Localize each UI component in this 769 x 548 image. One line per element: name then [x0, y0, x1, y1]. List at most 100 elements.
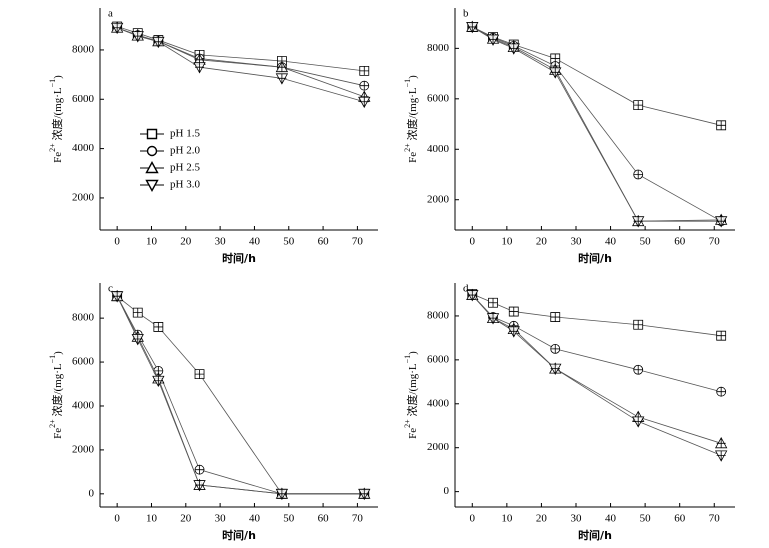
marker — [550, 312, 561, 322]
x-tick-label: 20 — [536, 236, 548, 248]
marker — [633, 364, 644, 375]
y-axis-label-part: Fe — [52, 152, 64, 163]
y-axis-label: Fe2+ 浓度/(mg·L−1) — [48, 351, 63, 439]
marker — [716, 330, 727, 341]
y-tick-label: 6000 — [427, 353, 450, 365]
y-axis-label-part: 浓度/(mg·L — [50, 87, 64, 143]
panel: a 0 10 20 30 40 50 60 70 2000 4000 6000 8000 时间/h Fe2+… — [48, 8, 378, 265]
x-axis-label: 时间/h — [578, 528, 612, 542]
legend-marker — [145, 179, 159, 192]
marker — [193, 62, 206, 74]
marker — [716, 120, 727, 131]
y-tick-label: 4000 — [427, 143, 450, 155]
marker — [632, 216, 645, 228]
series-line — [471, 294, 722, 444]
x-tick-label: 50 — [640, 236, 652, 248]
x-tick-label: 20 — [180, 513, 192, 525]
panel: b 0 10 20 30 40 50 60 70 2000 4000 6000 8000 时间/h Fe2+… — [403, 8, 735, 265]
x-tick-label: 40 — [605, 236, 617, 248]
marker — [466, 290, 479, 302]
marker — [131, 31, 144, 43]
y-tick-label: 8000 — [72, 312, 95, 324]
y-axis-label-part: 2+ — [403, 419, 412, 428]
x-tick-label: 60 — [318, 513, 330, 525]
x-tick-label: 40 — [249, 513, 261, 525]
y-axis-label-part: ) — [407, 351, 419, 355]
x-tick-label: 10 — [501, 236, 513, 248]
y-axis-label-part: Fe — [52, 428, 64, 439]
y-tick-label: 0 — [444, 485, 450, 497]
marker — [152, 36, 165, 49]
y-tick-label: 4000 — [427, 397, 450, 409]
x-axis-label: 时间/h — [578, 251, 612, 265]
legend-marker — [146, 128, 158, 140]
x-tick-label: 60 — [674, 236, 686, 248]
y-tick-label: 6000 — [72, 356, 95, 368]
x-tick-label: 30 — [215, 236, 227, 248]
y-axis-label-part: −1 — [48, 79, 57, 88]
marker — [633, 319, 644, 330]
panel-label: a — [108, 8, 113, 20]
y-axis-label: Fe2+ 浓度/(mg·L−1) — [403, 351, 418, 439]
legend-label: pH 2.5 — [170, 162, 200, 174]
y-axis-label-part: Fe — [407, 152, 419, 163]
y-tick-label: 6000 — [427, 92, 450, 104]
x-tick-label: 40 — [249, 236, 261, 248]
y-axis-label-part: ) — [52, 75, 64, 79]
marker — [466, 22, 479, 34]
marker — [153, 322, 164, 332]
x-tick-label: 0 — [470, 513, 476, 525]
y-tick-label: 2000 — [427, 441, 450, 453]
series-line — [116, 296, 365, 495]
panel-label: d — [463, 283, 469, 295]
marker — [716, 386, 727, 397]
x-tick-label: 70 — [709, 513, 721, 525]
y-axis-label-part: 2+ — [48, 419, 57, 428]
y-axis-label: Fe2+ 浓度/(mg·L−1) — [403, 75, 418, 163]
x-tick-label: 20 — [536, 513, 548, 525]
legend-marker — [145, 161, 159, 174]
panel-label: c — [108, 283, 113, 295]
marker — [507, 326, 520, 338]
y-axis-label-part: −1 — [403, 79, 412, 88]
panel: d 0 10 20 30 40 50 60 70 0 2000 4000 6000 8000 时间/h Fe2… — [403, 283, 735, 542]
marker — [110, 22, 124, 35]
y-tick-label: 2000 — [72, 443, 95, 455]
x-tick-label: 60 — [318, 236, 330, 248]
marker — [488, 297, 498, 308]
y-axis-label-part: 浓度/(mg·L — [405, 87, 419, 143]
marker — [193, 480, 206, 492]
x-tick-label: 20 — [180, 236, 192, 248]
marker — [132, 307, 143, 318]
series-line — [472, 26, 722, 222]
x-tick-label: 0 — [470, 236, 476, 248]
marker — [508, 306, 519, 317]
marker — [714, 216, 728, 228]
marker — [507, 43, 520, 55]
series-line — [472, 26, 722, 222]
x-tick-label: 10 — [146, 513, 158, 525]
y-tick-label: 4000 — [72, 400, 95, 412]
y-tick-label: 8000 — [427, 309, 450, 321]
marker — [275, 73, 289, 85]
x-axis-label: 时间/h — [222, 251, 256, 265]
legend-label: pH 1.5 — [170, 128, 200, 140]
x-axis-label: 时间/h — [222, 528, 256, 542]
x-tick-label: 60 — [674, 513, 686, 525]
y-tick-label: 8000 — [72, 43, 95, 55]
marker — [549, 363, 562, 375]
marker — [275, 60, 289, 73]
marker — [633, 169, 644, 180]
marker — [632, 416, 645, 428]
marker — [359, 80, 370, 91]
marker — [633, 100, 644, 111]
x-tick-label: 0 — [114, 513, 120, 525]
x-tick-label: 70 — [352, 513, 364, 525]
x-tick-label: 30 — [570, 513, 582, 525]
y-axis-label-part: 浓度/(mg·L — [50, 363, 64, 419]
y-axis-label-part: 2+ — [403, 143, 412, 152]
marker — [549, 67, 562, 79]
legend-label: pH 2.0 — [170, 145, 200, 157]
x-tick-label: 50 — [283, 236, 295, 248]
marker — [550, 343, 561, 354]
